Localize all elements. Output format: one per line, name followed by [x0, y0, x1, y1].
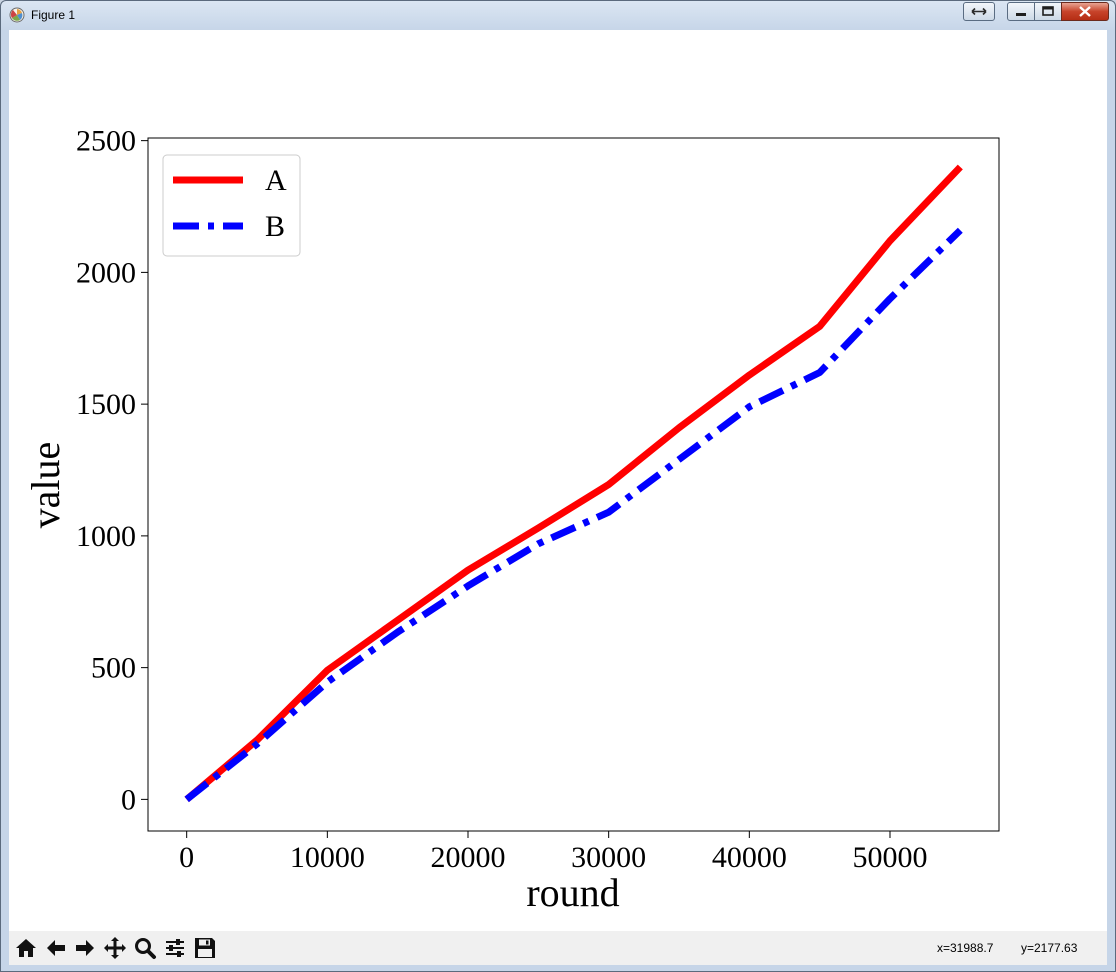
title-bar[interactable]: Figure 1 — [1, 1, 1115, 29]
y-tick-label: 2500 — [76, 125, 136, 158]
x-tick-label: 40000 — [712, 841, 787, 874]
pan-icon — [104, 937, 126, 959]
y-tick-label: 0 — [121, 783, 136, 816]
x-coordinate-readout: x=31988.7 — [937, 941, 994, 955]
line-chart: 0 500 1000 1500 2000 2500 0 10000 20000 30000 400… — [23, 125, 1000, 915]
series-line-b — [184, 227, 963, 803]
close-button[interactable] — [1061, 2, 1109, 21]
series-line-a — [184, 164, 963, 803]
back-button[interactable] — [42, 934, 70, 962]
y-axis-label: value — [23, 442, 68, 529]
x-axis-label: round — [526, 870, 619, 915]
horizontal-resize-icon — [971, 7, 987, 16]
forward-button[interactable] — [71, 934, 99, 962]
minimize-icon — [1016, 13, 1026, 16]
close-icon — [1079, 6, 1091, 17]
navigation-toolbar: x=31988.7 y=2177.63 — [9, 931, 1107, 965]
x-tick-label: 20000 — [431, 841, 506, 874]
configure-subplots-button[interactable] — [161, 934, 189, 962]
save-button[interactable] — [191, 934, 219, 962]
matplotlib-icon — [9, 7, 25, 23]
x-tick-label: 30000 — [571, 841, 646, 874]
configure-subplots-icon — [166, 939, 184, 957]
y-tick-label: 1500 — [76, 388, 136, 421]
x-tick-label: 0 — [179, 841, 194, 874]
resize-button[interactable] — [963, 2, 995, 21]
y-tick-label: 500 — [91, 652, 136, 685]
maximize-icon — [1042, 6, 1054, 16]
legend-label-a: A — [265, 164, 287, 197]
pan-button[interactable] — [101, 934, 129, 962]
save-icon — [195, 938, 215, 958]
maximize-button[interactable] — [1034, 2, 1062, 21]
home-icon — [16, 939, 36, 957]
minimize-button[interactable] — [1007, 2, 1035, 21]
y-tick-label: 1000 — [76, 520, 136, 553]
zoom-icon — [135, 938, 156, 959]
figure-canvas[interactable]: 0 500 1000 1500 2000 2500 0 10000 20000 30000 400… — [9, 30, 1107, 931]
y-coordinate-readout: y=2177.63 — [1021, 941, 1078, 955]
back-arrow-icon — [47, 940, 65, 956]
y-tick-label: 2000 — [76, 256, 136, 289]
home-button[interactable] — [12, 934, 40, 962]
legend: A B — [162, 154, 301, 257]
x-tick-label: 10000 — [290, 841, 365, 874]
forward-arrow-icon — [76, 940, 94, 956]
window-title: Figure 1 — [31, 8, 76, 22]
zoom-button[interactable] — [131, 934, 159, 962]
x-tick-label: 50000 — [852, 841, 927, 874]
legend-label-b: B — [265, 210, 285, 243]
